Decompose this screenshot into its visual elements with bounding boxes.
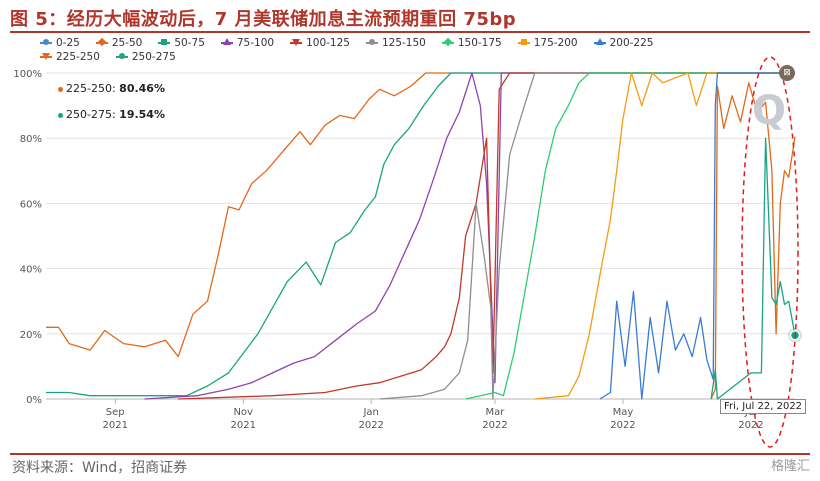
y-tick-label: 60% — [20, 199, 42, 210]
legend-marker-icon — [517, 39, 530, 45]
legend-item-125-150[interactable]: 125-150 — [365, 37, 426, 49]
legend-marker-icon — [290, 39, 303, 46]
legend-marker-icon — [593, 38, 606, 45]
legend-item-25-50[interactable]: 25-50 — [95, 37, 143, 49]
series-line-100-125 — [178, 72, 795, 400]
y-tick-label: 0% — [26, 395, 42, 406]
legend-label: 50-75 — [174, 37, 205, 49]
tooltip-value: 80.46% — [119, 82, 165, 95]
y-tick-label: 20% — [20, 330, 42, 341]
x-tick-year-label: 2022 — [738, 420, 763, 431]
q-logo-icon: Q — [752, 88, 787, 134]
x-tick-year-label: 2021 — [103, 420, 128, 431]
series-line-200-225 — [599, 72, 795, 400]
legend-row-1: 0-25 25-50 50-75 75-100 100-125 125-150 150-17… — [40, 36, 810, 50]
x-tick-year-label: 2022 — [358, 420, 383, 431]
date-tooltip: Fri, Jul 22, 2022 — [720, 399, 807, 414]
figure-title: 图 5：经历大幅波动后，7 月美联储加息主流预期重回 75bp — [10, 9, 517, 30]
x-tick-year-label: 2022 — [482, 420, 507, 431]
legend-item-225-250[interactable]: 225-250 — [40, 51, 100, 63]
legend-label: 250-275 — [131, 51, 176, 63]
series-line-125-150 — [379, 72, 795, 400]
legend-item-200-225[interactable]: 200-225 — [593, 37, 654, 49]
legend-label: 0-25 — [56, 37, 80, 49]
tooltip-label: 225-250: — [66, 82, 116, 95]
y-tick-label: 100% — [13, 69, 42, 80]
tooltip-row-250-275: 250-275: 19.54% — [58, 102, 165, 128]
legend-item-75-100[interactable]: 75-100 — [220, 37, 275, 49]
legend-marker-icon — [115, 53, 128, 59]
x-tick-label: May — [613, 407, 634, 418]
dot-icon — [58, 112, 63, 118]
dot-icon — [58, 86, 63, 92]
y-tick-label: 80% — [20, 134, 42, 145]
legend-label: 150-175 — [457, 37, 502, 49]
legend-item-50-75[interactable]: 50-75 — [158, 37, 205, 49]
value-tooltip: 225-250: 80.46% 250-275: 19.54% — [58, 76, 165, 128]
series-line-50-75 — [46, 72, 795, 397]
chart-legend: 0-25 25-50 50-75 75-100 100-125 125-150 150-17… — [40, 36, 810, 64]
x-tick-year-label: 2021 — [230, 420, 255, 431]
legend-marker-icon — [40, 53, 52, 60]
source-rule — [10, 453, 810, 455]
series-line-150-175 — [465, 72, 795, 400]
tooltip-row-225-250: 225-250: 80.46% — [58, 76, 165, 102]
series-line-75-100 — [144, 72, 795, 400]
series-line-25-50 — [46, 72, 795, 358]
x-tick-label: Mar — [486, 407, 506, 418]
legend-marker-icon — [220, 38, 233, 45]
legend-item-175-200[interactable]: 175-200 — [517, 37, 578, 49]
legend-item-250-275[interactable]: 250-275 — [115, 51, 176, 63]
source-note: 资料来源：Wind，招商证券 — [12, 460, 188, 476]
legend-item-150-175[interactable]: 150-175 — [441, 37, 502, 49]
legend-row-2: 225-250 250-275 — [40, 50, 810, 64]
y-tick-label: 40% — [20, 265, 42, 276]
legend-marker-icon — [40, 39, 52, 45]
legend-label: 100-125 — [306, 37, 350, 49]
x-tick-label: Nov — [233, 407, 253, 418]
legend-item-100-125[interactable]: 100-125 — [290, 37, 350, 49]
legend-label: 200-225 — [609, 37, 654, 49]
x-tick-label: Jan — [362, 407, 378, 418]
series-line-175-200 — [534, 72, 795, 400]
legend-marker-icon — [441, 37, 454, 47]
legend-label: 125-150 — [381, 37, 426, 49]
x-tick-year-label: 2022 — [610, 420, 635, 431]
legend-label: 175-200 — [533, 37, 578, 49]
tooltip-value: 19.54% — [119, 108, 165, 121]
highlight-ellipse — [741, 56, 799, 448]
x-tick-label: Sep — [106, 407, 125, 418]
legend-label: 25-50 — [111, 37, 143, 49]
tooltip-label: 250-275: — [66, 108, 116, 121]
legend-marker-icon — [95, 37, 108, 47]
legend-label: 75-100 — [236, 37, 275, 49]
series-line-225-250 — [710, 82, 796, 400]
reset-zoom-icon[interactable]: ⊠ — [779, 65, 795, 81]
legend-item-0-25[interactable]: 0-25 — [40, 37, 80, 49]
title-rule — [10, 31, 810, 33]
series-line-250-275 — [710, 137, 796, 400]
legend-marker-icon — [158, 39, 171, 45]
legend-marker-icon — [365, 39, 378, 45]
watermark: 格隆汇 — [770, 459, 810, 474]
legend-label: 225-250 — [56, 51, 100, 63]
